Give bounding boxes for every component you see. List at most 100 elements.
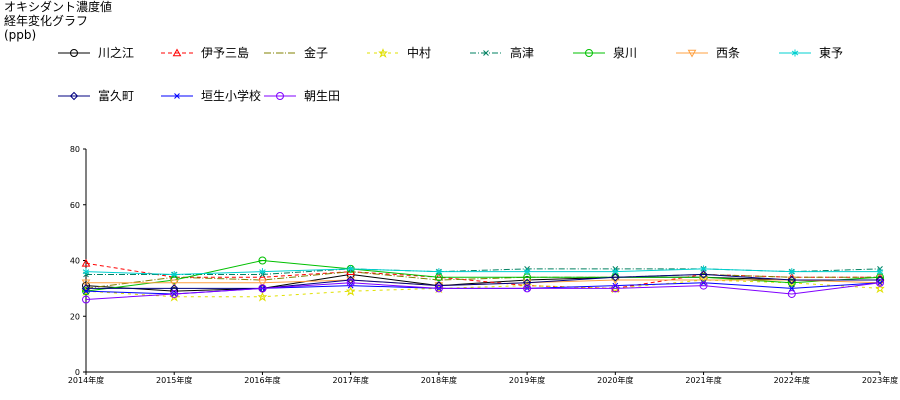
data-point: [522, 280, 532, 291]
chart-title-line-1: オキシダント濃度値: [4, 0, 113, 14]
legend-item: 高津: [470, 45, 534, 60]
x-tick-label: 2022年度: [774, 375, 810, 385]
data-point: [81, 284, 91, 293]
series-11: [82, 278, 884, 304]
y-tick-label: 40: [70, 257, 80, 266]
data-point: [434, 281, 444, 290]
data-point: [876, 268, 884, 276]
data-point: [434, 283, 444, 294]
y-tick-label: 80: [70, 145, 80, 154]
legend-item: 朝生田: [264, 89, 340, 103]
data-point: [787, 289, 796, 298]
y-tick-label: 20: [70, 312, 80, 321]
data-point: [81, 258, 91, 267]
data-point: [788, 268, 796, 276]
legend-marker: [687, 49, 697, 58]
legend-item: 垣生小学校: [161, 88, 261, 103]
data-point: [258, 256, 267, 265]
legend-item: 川之江: [58, 46, 134, 60]
data-point: [259, 268, 266, 276]
series-line: [85, 273, 880, 292]
legend-marker: [483, 50, 489, 56]
data-point: [170, 289, 179, 298]
legend-label: 高津: [510, 45, 534, 60]
x-tick-label: 2014年度: [68, 375, 104, 385]
data-point: [347, 265, 354, 273]
data-point: [435, 268, 443, 276]
series-line: [85, 268, 880, 275]
legend-label: 朝生田: [304, 89, 340, 103]
series-9: [81, 270, 885, 293]
legend-item: 金子: [264, 45, 328, 60]
legend-marker: [585, 49, 593, 57]
data-point: [875, 275, 885, 285]
x-tick-label: 2021年度: [685, 375, 721, 385]
data-point: [170, 270, 178, 278]
legend-marker: [378, 48, 388, 58]
legend-label: 伊予三島: [201, 45, 249, 60]
data-point: [610, 283, 621, 294]
series-line: [86, 273, 880, 289]
data-point: [434, 284, 443, 293]
data-point: [611, 284, 620, 293]
data-point: [169, 279, 179, 288]
x-tick-label: 2018年度: [421, 375, 457, 385]
data-point: [875, 283, 885, 294]
legend-marker: [276, 92, 284, 100]
y-tick-label: 60: [70, 201, 80, 210]
x-tick-label: 2023年度: [862, 375, 898, 385]
legend-marker: [69, 91, 79, 101]
legend-item: 西条: [676, 46, 740, 60]
data-point: [787, 277, 797, 288]
data-point: [346, 275, 355, 285]
chart-title: オキシダント濃度値 経年変化グラフ (ppb): [4, 0, 112, 42]
legend-marker: [174, 93, 180, 99]
data-point: [876, 278, 884, 287]
data-point: [170, 287, 179, 296]
legend-label: 金子: [304, 45, 328, 60]
data-point: [258, 279, 267, 288]
legend-marker: [172, 48, 182, 57]
data-point: [347, 282, 354, 289]
data-point: [81, 286, 91, 296]
data-point: [522, 278, 532, 288]
legend-label: 泉川: [613, 46, 637, 60]
series-line: [85, 262, 880, 289]
data-point: [523, 284, 532, 293]
chart-title-unit: (ppb): [4, 28, 37, 42]
legend-item: 東予: [779, 46, 843, 60]
legend-item: 伊予三島: [161, 45, 249, 60]
legend-item: 泉川: [573, 46, 637, 60]
x-tick-label: 2015年度: [156, 375, 192, 385]
data-point: [170, 284, 179, 293]
series-line: [85, 271, 880, 289]
data-point: [83, 288, 89, 295]
x-tick-label: 2017年度: [332, 375, 368, 385]
data-point: [345, 286, 356, 296]
legend-label: 西条: [716, 46, 740, 60]
data-point: [82, 295, 90, 304]
y-tick-label: 0: [75, 368, 80, 377]
legend-label: 垣生小学校: [201, 88, 261, 103]
legend-label: 川之江: [98, 46, 134, 60]
data-point: [258, 284, 267, 293]
data-point: [346, 278, 355, 287]
data-point: [523, 268, 531, 276]
x-tick-label: 2016年度: [244, 375, 280, 385]
legend-label: 東予: [819, 46, 843, 60]
data-point: [699, 281, 708, 290]
data-point: [611, 273, 620, 282]
data-point: [612, 282, 619, 289]
legend-label: 富久町: [98, 88, 134, 103]
x-tick-label: 2020年度: [597, 375, 633, 385]
legend-item: 中村: [367, 45, 431, 60]
data-point: [82, 281, 90, 290]
legend-marker: [791, 49, 799, 57]
legend-label: 中村: [407, 45, 431, 60]
series-8: [82, 265, 884, 278]
data-point: [699, 270, 708, 279]
data-point: [82, 268, 90, 276]
series-line: [85, 282, 881, 301]
